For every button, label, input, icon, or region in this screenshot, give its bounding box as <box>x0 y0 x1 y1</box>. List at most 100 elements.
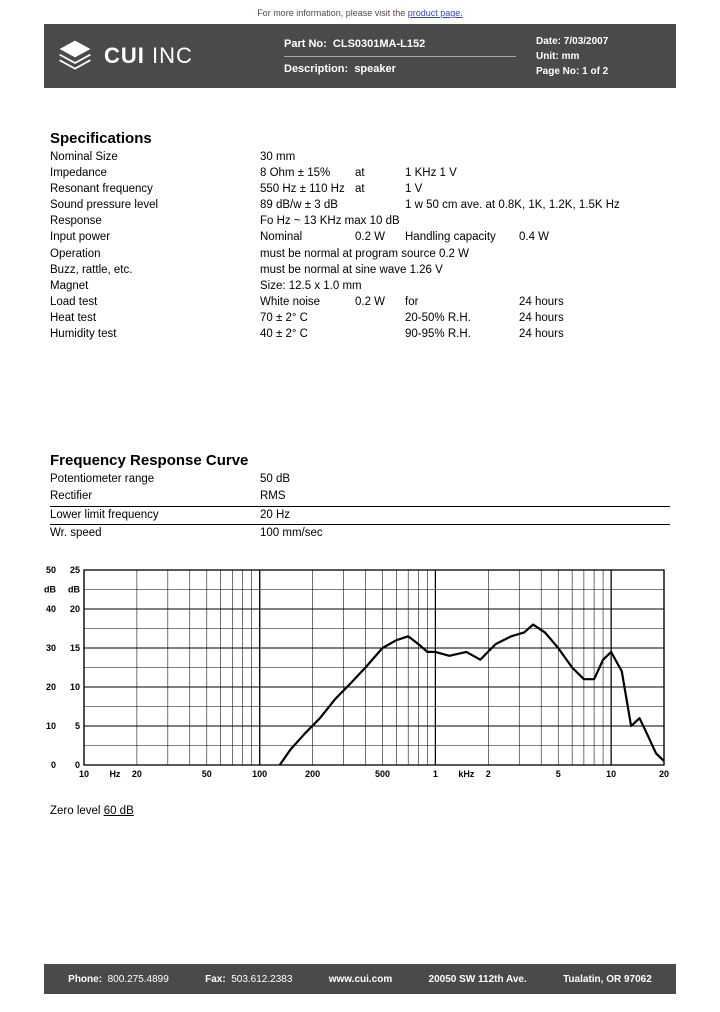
spec-row: Nominal Size30 mm <box>50 149 670 165</box>
svg-text:dB: dB <box>44 585 56 595</box>
spec-label: Resonant frequency <box>50 181 260 197</box>
svg-text:10: 10 <box>606 769 616 779</box>
freq-response-table: Potentiometer range50 dBRectifierRMSLowe… <box>50 471 670 542</box>
spec-label: Impedance <box>50 165 260 181</box>
svg-text:200: 200 <box>305 769 320 779</box>
freq-row: Wr. speed100 mm/sec <box>50 525 670 542</box>
date-label: Date: <box>536 36 561 47</box>
svg-text:10: 10 <box>70 682 80 692</box>
logo-text: CUI INC <box>104 43 193 69</box>
footer-addr: 20050 SW 112th Ave. <box>429 974 527 985</box>
svg-text:5: 5 <box>556 769 561 779</box>
spec-label: Response <box>50 213 260 229</box>
footer-city: Tualatin, OR 97062 <box>563 974 652 985</box>
spec-label: Magnet <box>50 278 260 294</box>
partno-label: Part No: <box>284 38 327 50</box>
spec-value: Fo Hz ~ 13 KHz max 10 dB <box>260 213 670 229</box>
footer-web: www.cui.com <box>329 974 393 985</box>
spec-label: Input power <box>50 229 260 245</box>
spec-label: Buzz, rattle, etc. <box>50 262 260 278</box>
spec-value: 30 mm <box>260 149 670 165</box>
partno-value: CLS0301MA-L152 <box>333 38 425 50</box>
spec-value: White noise0.2 Wfor24 hours <box>260 294 670 310</box>
spec-value: must be normal at program source 0.2 W <box>260 246 670 262</box>
spec-row: ResponseFo Hz ~ 13 KHz max 10 dB <box>50 213 670 229</box>
svg-text:25: 25 <box>70 565 80 575</box>
response-chart: 01020304050dB0510152025dB10Hz20501002005… <box>44 562 676 787</box>
svg-text:50: 50 <box>46 565 56 575</box>
page-value: 1 of 2 <box>582 66 608 77</box>
desc-label: Description: <box>284 63 348 75</box>
footer-fax: Fax: 503.612.2383 <box>205 974 292 985</box>
spec-label: Operation <box>50 246 260 262</box>
svg-text:100: 100 <box>252 769 267 779</box>
svg-text:1: 1 <box>433 769 438 779</box>
spec-row: Input powerNominal0.2 WHandling capacity… <box>50 229 670 245</box>
chart-svg: 01020304050dB0510152025dB10Hz20501002005… <box>44 562 676 782</box>
spec-value: 70 ± 2° C20-50% R.H.24 hours <box>260 310 670 326</box>
svg-text:20: 20 <box>659 769 669 779</box>
header-bar: CUI INC Part No: CLS0301MA-L152 Descript… <box>44 24 676 88</box>
freq-value: RMS <box>260 488 670 505</box>
svg-text:20: 20 <box>132 769 142 779</box>
freq-label: Wr. speed <box>50 525 260 542</box>
page-label: Page No: <box>536 66 579 77</box>
date-value: 7/03/2007 <box>564 36 609 47</box>
svg-text:2: 2 <box>486 769 491 779</box>
spec-row: Operationmust be normal at program sourc… <box>50 246 670 262</box>
svg-text:500: 500 <box>375 769 390 779</box>
cui-logo-icon <box>54 35 96 77</box>
company-suffix: INC <box>152 43 193 68</box>
unit-value: mm <box>562 51 580 62</box>
spec-value: 40 ± 2° C90-95% R.H.24 hours <box>260 326 670 342</box>
spec-row: Buzz, rattle, etc.must be normal at sine… <box>50 262 670 278</box>
product-page-link[interactable]: product page. <box>408 8 463 18</box>
spec-value: 89 dB/w ± 3 dB1 w 50 cm ave. at 0.8K, 1K… <box>260 197 670 213</box>
freq-label: Potentiometer range <box>50 471 260 488</box>
svg-text:50: 50 <box>202 769 212 779</box>
spec-row: Load testWhite noise0.2 Wfor24 hours <box>50 294 670 310</box>
footer-bar: Phone: 800.275.4899 Fax: 503.612.2383 ww… <box>44 964 676 994</box>
spec-value: 550 Hz ± 110 Hzat1 V <box>260 181 670 197</box>
svg-text:dB: dB <box>68 585 80 595</box>
spec-row: Impedance8 Ohm ± 15%at1 KHz 1 V <box>50 165 670 181</box>
svg-text:20: 20 <box>46 682 56 692</box>
spec-label: Humidity test <box>50 326 260 342</box>
spec-value: 8 Ohm ± 15%at1 KHz 1 V <box>260 165 670 181</box>
svg-text:30: 30 <box>46 643 56 653</box>
spec-row: Humidity test40 ± 2° C90-95% R.H.24 hour… <box>50 326 670 342</box>
svg-text:5: 5 <box>75 721 80 731</box>
freq-row: Lower limit frequency20 Hz <box>50 507 670 525</box>
spec-row: Resonant frequency550 Hz ± 110 Hzat1 V <box>50 181 670 197</box>
spec-label: Sound pressure level <box>50 197 260 213</box>
spec-value: Nominal0.2 WHandling capacity0.4 W <box>260 229 670 245</box>
footer-phone: Phone: 800.275.4899 <box>68 974 169 985</box>
company-name: CUI <box>104 43 145 68</box>
svg-text:Hz: Hz <box>109 769 120 779</box>
freq-row: RectifierRMS <box>50 488 670 506</box>
svg-text:0: 0 <box>51 760 56 770</box>
svg-text:10: 10 <box>79 769 89 779</box>
svg-text:20: 20 <box>70 604 80 614</box>
header-middle: Part No: CLS0301MA-L152 Description: spe… <box>284 34 536 79</box>
spec-row: Heat test70 ± 2° C20-50% R.H.24 hours <box>50 310 670 326</box>
logo-block: CUI INC <box>54 35 284 77</box>
specs-title: Specifications <box>50 130 670 147</box>
spec-row: Sound pressure level89 dB/w ± 3 dB1 w 50… <box>50 197 670 213</box>
top-info-text: For more information, please visit the p… <box>0 0 720 24</box>
svg-text:10: 10 <box>46 721 56 731</box>
header-right: Date: 7/03/2007 Unit: mm Page No: 1 of 2 <box>536 34 666 79</box>
svg-text:15: 15 <box>70 643 80 653</box>
spec-value: Size: 12.5 x 1.0 mm <box>260 278 670 294</box>
zero-level-value: 60 dB <box>104 805 134 817</box>
freq-row: Potentiometer range50 dB <box>50 471 670 488</box>
freq-value: 100 mm/sec <box>260 525 670 542</box>
zero-level: Zero level 60 dB <box>50 805 670 817</box>
spec-label: Nominal Size <box>50 149 260 165</box>
specs-table: Nominal Size30 mmImpedance8 Ohm ± 15%at1… <box>50 149 670 342</box>
unit-label: Unit: <box>536 51 559 62</box>
freq-value: 20 Hz <box>260 507 670 524</box>
freq-label: Lower limit frequency <box>50 507 260 524</box>
freq-label: Rectifier <box>50 488 260 505</box>
zero-level-prefix: Zero level <box>50 805 104 817</box>
